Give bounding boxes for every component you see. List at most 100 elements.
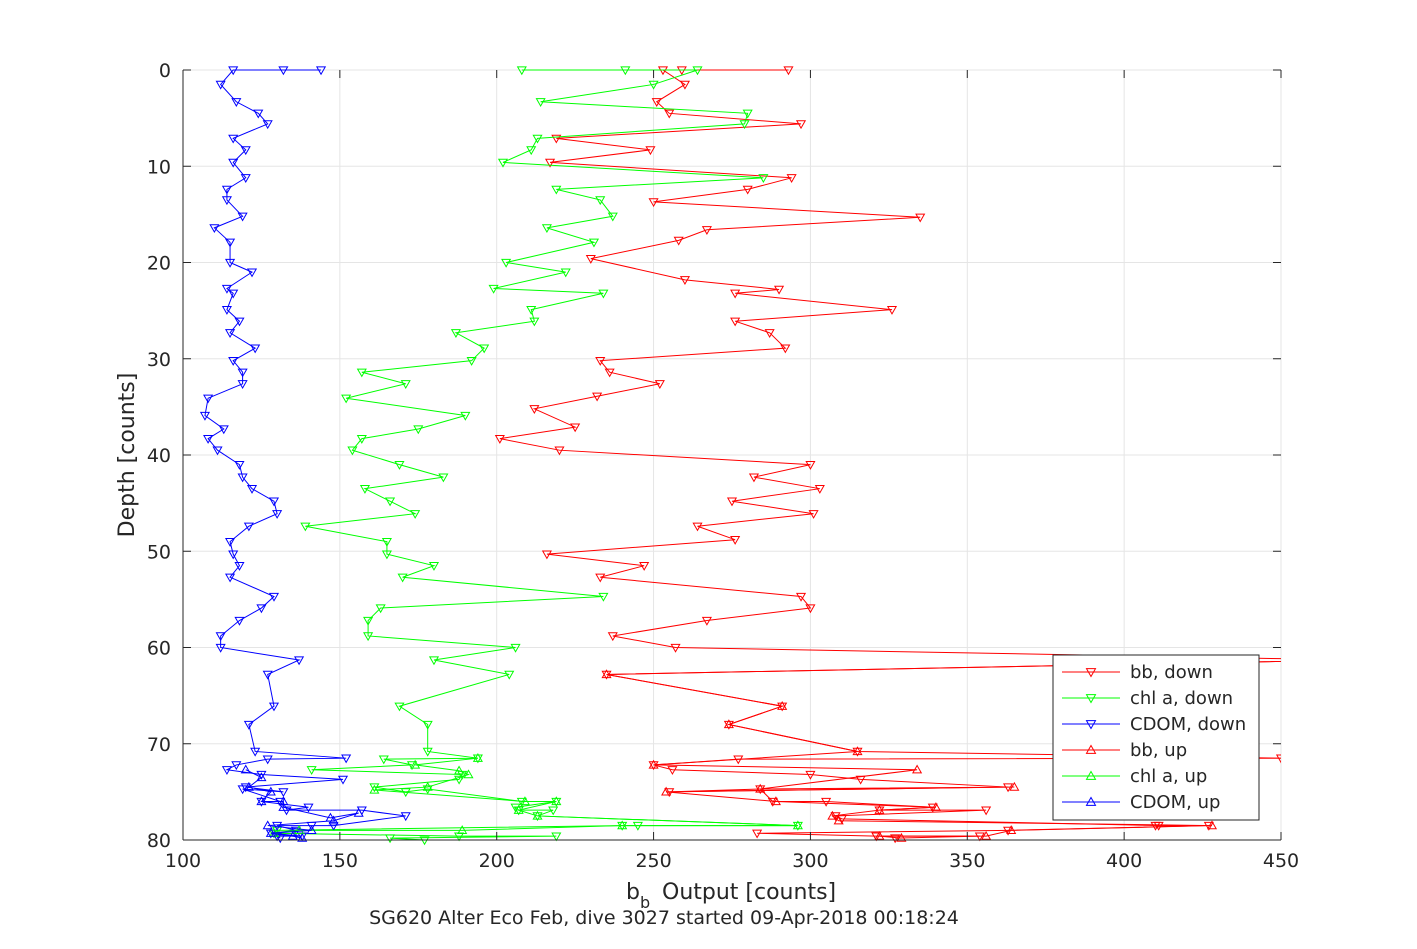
data-point-marker	[457, 825, 468, 835]
series-cdom-up	[240, 764, 364, 842]
data-point-marker	[526, 146, 537, 156]
legend-label: bb, up	[1130, 740, 1187, 761]
data-point-marker	[526, 306, 537, 315]
data-point-marker	[384, 497, 396, 507]
data-point-marker	[767, 797, 778, 807]
data-point-marker	[215, 632, 226, 642]
data-point-marker	[240, 783, 251, 793]
data-point-marker	[341, 754, 352, 764]
data-point-marker	[369, 784, 380, 794]
data-point-marker	[601, 669, 612, 679]
data-point-marker	[278, 788, 289, 798]
data-point-marker	[679, 276, 691, 286]
data-point-marker	[243, 720, 254, 730]
data-point-marker	[510, 643, 521, 653]
data-point-marker	[234, 460, 245, 470]
x-tick-label: 450	[1263, 850, 1299, 872]
x-tick-label: 300	[792, 850, 828, 872]
data-point-marker	[422, 720, 433, 730]
data-point-marker	[742, 109, 753, 119]
data-point-marker	[915, 213, 926, 223]
data-point-marker	[375, 604, 386, 614]
data-point-marker	[504, 670, 515, 680]
data-point-marker	[780, 344, 791, 354]
data-point-marker	[454, 832, 465, 842]
data-point-marker	[450, 329, 461, 338]
data-point-marker	[974, 832, 985, 842]
data-point-marker	[237, 212, 248, 222]
data-point-marker	[278, 66, 289, 76]
data-point-marker	[560, 268, 571, 278]
data-point-marker	[730, 536, 741, 545]
data-point-marker	[874, 804, 885, 814]
data-point-marker	[723, 719, 734, 729]
data-point-marker	[513, 804, 524, 814]
data-point-marker	[764, 329, 775, 338]
data-point-marker	[607, 212, 618, 222]
axes-frame	[182, 69, 1282, 841]
data-point-marker	[604, 368, 615, 378]
data-point-marker	[541, 224, 552, 234]
y-tick-label: 60	[147, 638, 171, 660]
data-point-marker	[516, 66, 527, 76]
data-point-marker	[551, 134, 562, 144]
series-line	[272, 69, 798, 841]
data-point-marker	[221, 284, 232, 294]
data-point-marker	[494, 434, 505, 444]
data-point-marker	[228, 289, 239, 299]
data-point-marker	[472, 752, 483, 762]
data-point-marker	[654, 380, 665, 389]
data-point-marker	[410, 510, 421, 519]
data-point-marker	[256, 604, 267, 614]
data-point-marker	[265, 786, 276, 796]
data-point-marker	[981, 806, 992, 816]
data-point-marker	[303, 803, 314, 813]
data-point-marker	[777, 701, 788, 710]
data-point-marker	[413, 425, 424, 435]
data-point-marker	[272, 510, 283, 519]
data-point-marker	[300, 522, 311, 532]
data-point-marker	[394, 702, 405, 712]
data-point-marker	[203, 434, 214, 444]
legend-label: bb, down	[1130, 662, 1213, 683]
data-point-marker	[325, 812, 336, 822]
data-point-marker	[792, 820, 803, 830]
legend-item: bb, up	[1062, 740, 1187, 761]
data-point-marker	[234, 562, 245, 571]
data-point-marker	[221, 766, 232, 775]
data-point-marker	[410, 759, 421, 769]
data-point-marker	[228, 357, 239, 366]
data-point-marker	[337, 775, 349, 785]
legend-item: chl a, down	[1062, 688, 1233, 709]
data-point-marker	[224, 537, 236, 547]
data-point-marker	[752, 829, 763, 839]
grid-lines	[182, 69, 1282, 841]
data-point-marker	[676, 66, 687, 76]
data-point-marker	[256, 796, 267, 806]
data-point-marker	[651, 98, 662, 107]
data-point-marker	[294, 656, 305, 666]
data-point-marker	[648, 759, 659, 769]
data-point-marker	[554, 446, 565, 456]
data-point-marker	[406, 761, 418, 771]
data-point-marker	[381, 537, 392, 547]
data-point-marker	[726, 497, 738, 507]
data-point-marker	[795, 120, 807, 130]
data-point-marker	[221, 185, 232, 195]
data-point-marker	[852, 746, 863, 756]
data-point-marker	[588, 238, 600, 248]
y-tick-label: 20	[147, 253, 171, 275]
x-axis-label-rest: Output [counts]	[662, 880, 836, 905]
data-point-marker	[265, 828, 276, 837]
y-tick-label: 50	[147, 541, 171, 563]
data-point-marker	[278, 796, 289, 806]
data-point-marker	[773, 285, 785, 295]
data-point-marker	[243, 781, 254, 791]
data-point-marker	[670, 643, 681, 653]
data-point-marker	[378, 755, 389, 765]
data-point-marker	[369, 783, 380, 793]
data-point-marker	[692, 522, 703, 532]
data-point-marker	[221, 196, 232, 206]
data-point-marker	[297, 832, 308, 842]
